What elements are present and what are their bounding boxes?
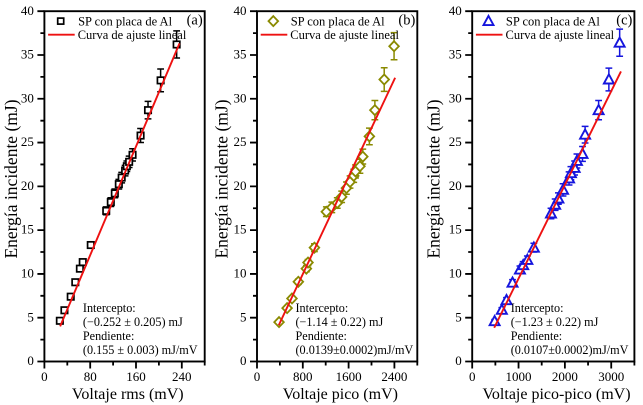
svg-text:80: 80 [84,369,97,384]
svg-text:20: 20 [449,178,462,193]
svg-text:25: 25 [449,134,462,149]
svg-text:(0.155 ± 0.003) mJ/mV: (0.155 ± 0.003) mJ/mV [83,343,198,357]
svg-text:Voltaje rms (mV): Voltaje rms (mV) [72,386,184,403]
svg-text:10: 10 [449,266,462,281]
svg-text:160: 160 [126,369,146,384]
svg-text:0: 0 [240,353,247,368]
svg-text:35: 35 [21,47,34,62]
svg-text:(0.0139±0.0002)mJ/mV: (0.0139±0.0002)mJ/mV [296,343,414,357]
svg-text:25: 25 [21,134,34,149]
svg-text:800: 800 [293,369,313,384]
svg-text:Intercepto:: Intercepto: [511,301,564,315]
svg-text:0: 0 [469,369,476,384]
svg-text:240: 240 [172,369,192,384]
svg-text:Intercepto:: Intercepto: [296,301,349,315]
svg-text:5: 5 [27,309,34,324]
svg-text:0: 0 [27,353,34,368]
svg-text:5: 5 [240,309,247,324]
svg-text:30: 30 [21,90,34,105]
svg-text:Energía incidente (mJ): Energía incidente (mJ) [1,99,21,258]
svg-text:20: 20 [21,178,34,193]
svg-text:10: 10 [21,266,34,281]
svg-text:30: 30 [234,90,247,105]
svg-text:Pendiente:: Pendiente: [296,329,347,343]
svg-text:(−0.252 ± 0.205) mJ: (−0.252 ± 0.205) mJ [83,315,183,329]
svg-text:(−1.14 ± 0.22) mJ: (−1.14 ± 0.22) mJ [296,315,384,329]
svg-text:(0.0107±0.0002)mJ/mV: (0.0107±0.0002)mJ/mV [511,343,629,357]
svg-text:5: 5 [455,309,462,324]
svg-text:40: 40 [234,3,247,18]
svg-text:35: 35 [449,47,462,62]
svg-text:(−1.23 ± 0.22) mJ: (−1.23 ± 0.22) mJ [511,315,599,329]
svg-text:(b): (b) [398,13,415,29]
svg-text:Voltaje pico-pico (mV): Voltaje pico-pico (mV) [482,386,630,403]
svg-text:Intercepto:: Intercepto: [83,301,136,315]
svg-text:(a): (a) [187,13,203,29]
svg-text:35: 35 [234,47,247,62]
svg-text:0: 0 [41,369,48,384]
svg-text:2000: 2000 [552,369,578,384]
svg-text:15: 15 [449,222,462,237]
svg-text:Curva de ajuste lineal: Curva de ajuste lineal [290,28,399,42]
svg-text:SP con placa de Al: SP con placa de Al [78,15,172,29]
svg-text:Energía incidente (mJ): Energía incidente (mJ) [212,99,232,258]
svg-text:40: 40 [21,3,34,18]
svg-text:3000: 3000 [598,369,624,384]
svg-text:(c): (c) [616,13,632,29]
svg-text:15: 15 [234,222,247,237]
svg-text:SP con placa de Al: SP con placa de Al [291,15,385,29]
svg-text:Pendiente:: Pendiente: [83,329,134,343]
svg-text:0: 0 [254,369,261,384]
svg-text:2400: 2400 [381,369,407,384]
svg-text:20: 20 [234,178,247,193]
svg-text:1600: 1600 [336,369,362,384]
svg-text:Energía incidente (mJ): Energía incidente (mJ) [424,99,444,258]
svg-text:15: 15 [21,222,34,237]
svg-text:10: 10 [234,266,247,281]
svg-text:Pendiente:: Pendiente: [511,329,562,343]
svg-text:SP con placa de Al: SP con placa de Al [506,15,600,29]
svg-text:0: 0 [455,353,462,368]
svg-text:Curva de ajuste lineal: Curva de ajuste lineal [78,28,187,42]
svg-text:30: 30 [449,90,462,105]
svg-text:40: 40 [449,3,462,18]
svg-text:Curva de ajuste lineal: Curva de ajuste lineal [506,28,615,42]
svg-text:Voltaje pico (mV): Voltaje pico (mV) [283,386,398,403]
svg-text:25: 25 [234,134,247,149]
svg-text:1000: 1000 [506,369,532,384]
